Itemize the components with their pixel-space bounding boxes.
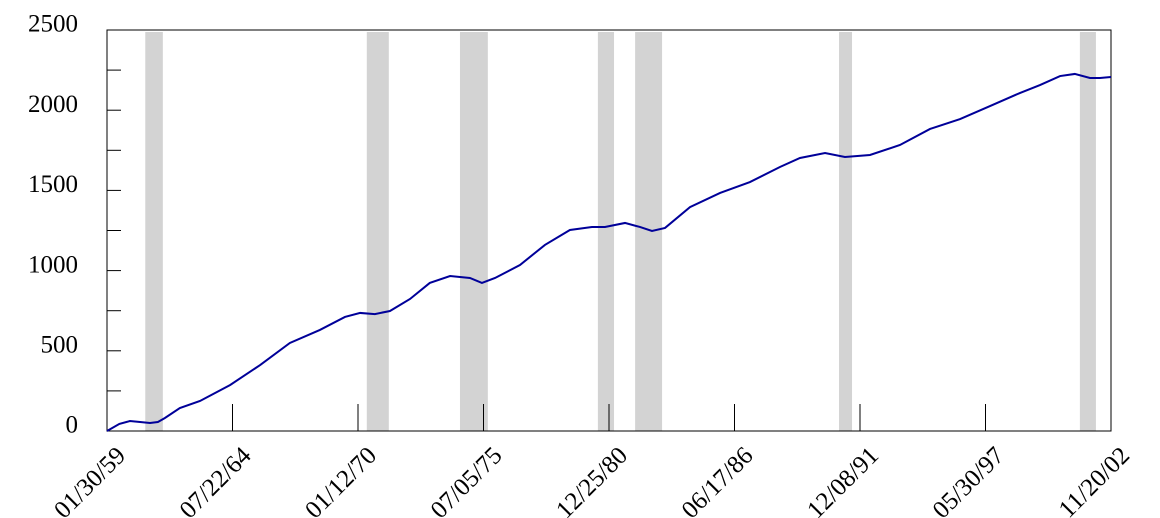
y-tick-label: 500 xyxy=(41,332,79,359)
shaded-range xyxy=(145,32,163,431)
shaded-range xyxy=(459,32,488,431)
shaded-range xyxy=(597,32,615,431)
plot: 0 500 1000 1500 2000 2500 01/30/59 07/22/64 01/1… xyxy=(28,11,1135,518)
x-tick-label: 01/30/59 xyxy=(49,442,131,518)
shaded-range xyxy=(839,32,853,431)
x-tick-label: 07/22/64 xyxy=(175,442,257,518)
x-tick-label: 11/20/02 xyxy=(1054,442,1135,518)
x-tick-label: 01/12/70 xyxy=(300,442,382,518)
shaded-range xyxy=(366,32,389,431)
x-tick-label: 07/05/75 xyxy=(426,442,508,518)
x-tick-label: 12/08/91 xyxy=(802,442,884,518)
x-tick-label: 05/30/97 xyxy=(928,442,1010,518)
y-tick-label: 1500 xyxy=(28,171,78,198)
y-tick-label: 2500 xyxy=(28,11,78,38)
data-line xyxy=(106,72,1112,432)
y-tick-label: 1000 xyxy=(28,251,78,278)
y-tick-label: 0 xyxy=(66,412,79,439)
shaded-range xyxy=(635,32,663,431)
y-tick-label: 2000 xyxy=(28,91,78,118)
x-tick-label: 12/25/80 xyxy=(551,442,633,518)
shaded-range xyxy=(1079,32,1096,431)
shades xyxy=(145,32,1096,431)
x-tick-label: 06/17/86 xyxy=(677,442,759,518)
